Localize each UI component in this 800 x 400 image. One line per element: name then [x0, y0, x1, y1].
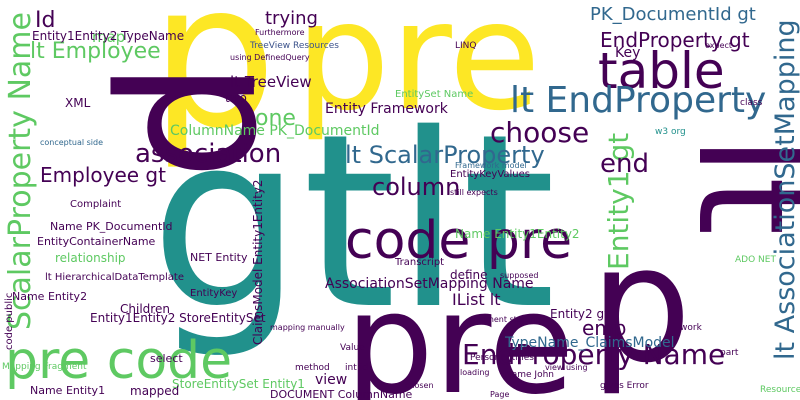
word: using DefinedQuery — [230, 53, 310, 62]
word: EntityContainerName — [37, 235, 156, 248]
word: lt — [664, 135, 800, 236]
word: TypeName_ClaimsModel — [504, 335, 675, 351]
word: Mapping Fragment — [2, 362, 87, 372]
word: choose — [490, 116, 589, 149]
word: ColumnName PK_DocumentId — [170, 123, 380, 139]
word: part — [720, 348, 739, 358]
word: ScalarProperty Name — [3, 12, 38, 330]
word: view using — [545, 363, 588, 372]
word: emp — [582, 316, 626, 340]
word: map — [92, 28, 125, 46]
word: mapping manually — [270, 323, 345, 332]
word: EndProperty gt — [600, 28, 750, 52]
word: Name Entity2 — [12, 290, 87, 303]
word: Name PK_DocumentId — [50, 220, 173, 233]
word: Name Entity1 — [30, 384, 105, 397]
word: conceptual side — [40, 138, 103, 147]
word: gt — [150, 82, 396, 362]
word: StoreEntitySet Entity1 — [172, 377, 305, 391]
word: AssociationSetMapping Name — [325, 276, 534, 292]
word: p — [105, 60, 326, 181]
word: supposed — [500, 271, 538, 280]
word: p — [150, 0, 277, 173]
word: Complaint — [70, 199, 121, 210]
word: Entity1 gt — [602, 133, 635, 270]
word: class — [740, 98, 763, 108]
word: Transcript — [394, 257, 444, 268]
word: lt EndProperty — [510, 80, 766, 121]
word: one — [255, 106, 296, 131]
word: EntityKeyValues — [450, 169, 530, 180]
word: lt HierarchicalDataTemplate — [45, 272, 184, 283]
word: Id — [35, 8, 55, 33]
word: two — [225, 91, 247, 105]
word: pre — [345, 263, 574, 400]
word: Entity2 gt — [550, 307, 609, 321]
word: association — [135, 139, 281, 169]
word: code pre — [345, 211, 572, 271]
word: fragment starting — [470, 315, 541, 324]
word: Entity Framework — [325, 101, 449, 117]
word: ClaimsModel Entity1Entity2 — [251, 179, 265, 345]
word: table — [598, 42, 725, 100]
word: view — [315, 372, 347, 388]
word: EndProperty Name — [462, 338, 725, 371]
word: int id — [345, 363, 368, 373]
word: PK_DocumentId gt — [590, 4, 756, 25]
word: define — [450, 268, 488, 282]
word: Key — [615, 45, 640, 61]
word: Employee gt — [40, 163, 166, 187]
word: relationship — [55, 251, 126, 265]
word: Page — [490, 390, 509, 399]
word: IList lt — [452, 290, 501, 309]
word: pre code — [5, 331, 232, 391]
word: loading — [460, 368, 489, 377]
word: method — [295, 363, 330, 373]
word: p — [590, 211, 692, 398]
word: ADO NET — [735, 255, 776, 265]
word: lt TreeView — [230, 73, 312, 91]
word: lt Employee — [30, 39, 161, 64]
word: lt ScalarProperty — [345, 141, 545, 169]
word: DOCUMENT ColumnName — [270, 388, 413, 400]
word: Children — [120, 302, 170, 316]
word: Name John — [505, 370, 554, 380]
word: EntityKey — [190, 288, 237, 299]
word: Entity1Entity2 StoreEntitySet — [90, 311, 266, 325]
word: column — [372, 173, 460, 201]
word: Resources gt — [760, 385, 800, 395]
word: trying — [265, 8, 318, 29]
word: Name Entity1Entity2 — [455, 227, 580, 241]
word: code public — [4, 293, 15, 350]
word: NET Entity — [190, 251, 248, 264]
word: pre — [295, 0, 541, 144]
word: select — [150, 352, 183, 365]
word: LINQ — [455, 41, 477, 51]
word: work — [680, 323, 703, 333]
word: TreeView Resources — [249, 41, 339, 51]
word: still expects — [450, 188, 498, 197]
word: XML — [65, 96, 91, 110]
word: mapped — [130, 384, 179, 398]
word: w3 org — [655, 127, 686, 137]
word: Framework model — [455, 161, 527, 170]
word: end — [600, 149, 649, 179]
word: Furthermore — [255, 28, 305, 37]
word: gives Error — [600, 381, 649, 391]
word: lt AssociationSetMapping — [770, 19, 800, 360]
word: lt — [395, 82, 556, 362]
word: expect — [705, 41, 732, 50]
word: chosen — [405, 381, 434, 390]
word: PersonEntities — [470, 353, 534, 363]
word: Value — [340, 343, 365, 353]
word: EntitySet Name — [395, 89, 473, 100]
word: Entity1Entity2 TypeName — [32, 29, 184, 43]
